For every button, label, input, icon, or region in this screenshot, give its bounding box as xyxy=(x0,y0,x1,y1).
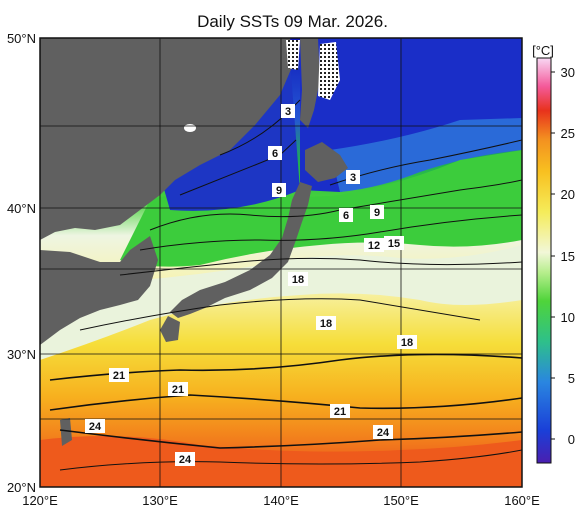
land-japan-honshu xyxy=(170,182,312,318)
isotherm-value-labels: 3 6 9 3 6 9 12 15 18 18 18 21 21 21 24 2… xyxy=(85,104,417,466)
colorbar-tick-15: 15 xyxy=(561,249,575,264)
land-asia xyxy=(40,38,295,240)
isotherm-label: 6 xyxy=(272,148,278,160)
isotherm-label: 18 xyxy=(401,337,413,349)
sst-field xyxy=(40,38,522,487)
lat-label-40n: 40°N xyxy=(7,201,36,216)
lon-label-150e: 150°E xyxy=(383,493,419,508)
land-taiwan xyxy=(60,418,72,446)
land-korea-china-coast xyxy=(40,236,158,345)
colorbar-tick-30: 30 xyxy=(561,65,575,80)
isotherm-label: 24 xyxy=(377,427,390,439)
isotherm-label: 24 xyxy=(179,454,192,466)
colorbar-tick-5: 5 xyxy=(568,371,575,386)
land-japan-kyushu xyxy=(160,316,180,342)
colorbar-tick-20: 20 xyxy=(561,187,575,202)
isotherm-label: 3 xyxy=(285,106,291,118)
lat-label-20n: 20°N xyxy=(7,480,36,495)
lon-label-130e: 130°E xyxy=(142,493,178,508)
map-title: Daily SSTs 09 Mar. 2026. xyxy=(197,12,388,31)
land-japan-hokkaido xyxy=(305,142,348,182)
isotherm-label: 3 xyxy=(350,172,356,184)
isotherm-label: 9 xyxy=(276,185,282,197)
isotherm-label: 15 xyxy=(388,238,400,250)
isotherm-label: 18 xyxy=(320,318,332,330)
isotherm-label: 21 xyxy=(172,384,184,396)
isotherm-label: 12 xyxy=(368,240,380,252)
isotherm-label: 9 xyxy=(374,207,380,219)
lat-label-50n: 50°N xyxy=(7,31,36,46)
colorbar-tick-0: 0 xyxy=(568,432,575,447)
lon-label-120e: 120°E xyxy=(22,493,58,508)
lat-label-30n: 30°N xyxy=(7,347,36,362)
colorbar-tick-10: 10 xyxy=(561,310,575,325)
isotherm-label: 21 xyxy=(334,406,346,418)
graticule xyxy=(40,38,522,487)
colorbar-unit: [°C] xyxy=(532,43,554,58)
colorbar-tick-25: 25 xyxy=(561,126,575,141)
lon-label-160e: 160°E xyxy=(504,493,540,508)
isotherm-label: 24 xyxy=(89,421,102,433)
colorbar xyxy=(536,57,552,464)
isotherm-label: 18 xyxy=(292,274,304,286)
sea-ice-patch xyxy=(184,124,196,132)
colorbar-tick-marks xyxy=(551,71,555,440)
isotherm-label: 21 xyxy=(113,370,125,382)
isotherm-label: 6 xyxy=(343,210,349,222)
sea-ice xyxy=(286,40,340,100)
lon-label-140e: 140°E xyxy=(263,493,299,508)
land-sakhalin xyxy=(300,38,320,128)
